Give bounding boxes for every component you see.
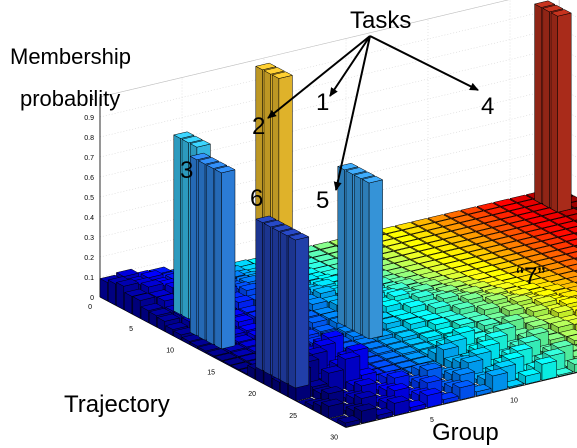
z-tick-label: 0.8 <box>84 135 94 142</box>
z-tick-label: 1 <box>90 95 94 102</box>
task-label-4: 4 <box>481 93 494 120</box>
tasks-callout-title: Tasks <box>350 7 411 34</box>
group-tick-label: 10 <box>510 398 518 405</box>
z-gridline <box>99 7 560 118</box>
task-bar-4 <box>550 9 572 213</box>
z-gridline <box>99 27 560 138</box>
z-gridline <box>99 0 509 98</box>
z-tick-label: 0.9 <box>84 115 94 122</box>
y-axis-label: Group <box>432 419 499 446</box>
task-bar-5 <box>361 175 384 340</box>
z-gridline <box>99 107 560 218</box>
floor-bar <box>566 357 577 373</box>
task-label-1: 1 <box>316 89 329 116</box>
zlabel-line2: probability <box>20 86 120 111</box>
task-label-6: 6 <box>250 185 263 212</box>
task-arrow <box>333 35 371 191</box>
task-arrow <box>267 35 371 119</box>
floor-bar <box>386 230 410 240</box>
task-label-5: 5 <box>316 187 329 214</box>
trajectory-tick-label: 30 <box>330 435 338 442</box>
z-gridline <box>99 67 560 178</box>
floor-bar <box>320 398 345 419</box>
z-tick-label: 0.7 <box>84 155 94 162</box>
task-bar-6 <box>287 233 310 389</box>
floor-bar <box>386 395 410 416</box>
z-tick-label: 0.2 <box>84 255 94 262</box>
floor-bar <box>558 233 577 243</box>
task-callout-arrows <box>267 35 479 191</box>
task-arrow <box>369 35 479 91</box>
floor-bar <box>566 251 577 260</box>
z-tick-label: 0.5 <box>84 195 94 202</box>
chart-tick-labels: 123456“7”00.10.20.30.40.50.60.70.80.9105… <box>84 89 545 442</box>
z-tick-label: 0.3 <box>84 235 94 242</box>
trajectory-tick-label: 10 <box>166 348 174 355</box>
task-label-3: 3 <box>180 157 193 184</box>
floor-bar <box>484 368 509 393</box>
zlabel-line1: Membership <box>10 44 131 69</box>
floor-bar <box>566 213 577 222</box>
trajectory-tick-label: 5 <box>129 326 133 333</box>
task-label-2: 2 <box>252 113 265 140</box>
floor-bar <box>517 211 541 221</box>
floor-bar <box>337 415 361 428</box>
z-tick-label: 0.1 <box>84 275 94 282</box>
z-tick-label: 0 <box>90 295 94 302</box>
trajectory-tick-label: 25 <box>289 413 297 420</box>
x-axis-label: Trajectory <box>64 391 170 418</box>
chart-task-bars <box>173 0 572 389</box>
task-label-7: “7” <box>516 263 545 290</box>
floor-bar <box>451 380 476 401</box>
trajectory-tick-label: 15 <box>207 369 215 376</box>
group-axis-line <box>345 372 577 428</box>
trajectory-tick-label: 20 <box>248 391 256 398</box>
z-tick-label: 0.6 <box>84 175 94 182</box>
trajectory-tick-label: 0 <box>88 304 92 311</box>
z-tick-label: 0.4 <box>84 215 94 222</box>
task-bar-3 <box>214 165 236 350</box>
task-arrow <box>329 35 371 97</box>
group-tick-label: 5 <box>430 417 434 424</box>
